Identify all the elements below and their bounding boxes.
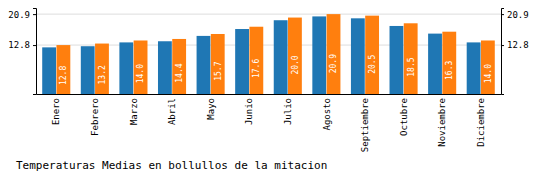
y-tick-label: 20.9 — [8, 9, 30, 19]
data-label: 14.0 — [136, 64, 145, 83]
y-right-tick-mark — [501, 14, 504, 15]
bar — [327, 14, 341, 94]
bar-series — [56, 14, 494, 94]
y-tick: 20.9 — [8, 9, 36, 19]
bar — [197, 36, 211, 94]
x-tick: Marzo — [129, 94, 139, 125]
x-tick: Enero — [51, 94, 61, 125]
data-label: 15.7 — [214, 61, 223, 80]
y-axis-right: 12.8 20.9 — [501, 9, 529, 95]
x-tick-label: Noviembre — [437, 98, 447, 147]
x-tick: Septiembre — [360, 94, 370, 152]
bar — [288, 18, 302, 94]
x-tick-label: Junio — [244, 98, 254, 125]
bar — [119, 42, 133, 94]
bar — [211, 34, 225, 94]
bar — [158, 41, 172, 94]
x-tick-label: Octubre — [399, 98, 409, 136]
data-label: 20.5 — [368, 54, 377, 73]
y-tick-mark — [33, 14, 36, 15]
data-labels: 12.8 13.2 14.0 14.4 15.7 17.6 20.0 20.9 20.5 18.5… — [59, 54, 492, 85]
bar — [81, 46, 95, 94]
y-axis-line — [33, 9, 37, 95]
y-tick: 12.8 — [8, 40, 36, 50]
y-axis: 12.8 20.9 — [8, 9, 36, 95]
x-tick-label: Septiembre — [360, 98, 370, 152]
x-axis-line — [37, 94, 502, 95]
bar — [390, 26, 404, 94]
bar — [235, 29, 249, 94]
bar — [467, 42, 481, 94]
data-label: 20.0 — [291, 55, 300, 74]
data-label: 20.9 — [329, 54, 338, 73]
x-tick-label: Julio — [283, 98, 293, 125]
bar — [95, 44, 109, 94]
x-tick: Abril — [167, 94, 177, 125]
y-right-tick-mark — [501, 45, 504, 46]
x-tick: Diciembre — [476, 94, 486, 147]
x-tick-label: Diciembre — [476, 98, 486, 147]
plot-area — [42, 14, 495, 94]
x-tick-label: Enero — [51, 98, 61, 125]
data-label: 12.8 — [59, 66, 68, 85]
bar — [274, 20, 288, 94]
data-label: 14.0 — [484, 64, 493, 83]
bar — [351, 18, 365, 94]
x-tick: Junio — [244, 94, 254, 125]
bar-series — [42, 16, 480, 94]
bar — [172, 39, 186, 94]
x-tick-label: Febrero — [90, 98, 100, 136]
y-tick-label: 12.8 — [8, 40, 30, 50]
data-label: 16.3 — [445, 61, 454, 80]
chart: 12.8 13.2 14.0 14.4 15.7 17.6 20.0 20.9 20.5 18.5… — [0, 0, 537, 174]
y-right-tick-label: 20.9 — [507, 9, 529, 19]
y-right-tick: 20.9 — [501, 9, 529, 19]
grid-line — [36, 14, 501, 15]
bar — [312, 16, 326, 94]
x-tick: Octubre — [399, 94, 409, 136]
x-tick-label: Abril — [167, 98, 177, 125]
x-tick: Febrero — [90, 94, 100, 136]
y-right-axis-line — [502, 9, 505, 95]
bar — [249, 27, 263, 94]
bar — [42, 47, 56, 94]
data-label: 14.4 — [175, 63, 184, 82]
x-tick: Agosto — [322, 94, 332, 131]
bar — [481, 40, 495, 94]
x-axis: Enero Febrero Marzo Abril Mayo Junio Julio Agos… — [37, 94, 502, 152]
x-tick-label: Agosto — [322, 98, 332, 131]
data-label: 18.5 — [406, 57, 415, 76]
x-tick: Julio — [283, 94, 293, 125]
bar — [404, 23, 418, 94]
x-tick-label: Mayo — [206, 98, 216, 120]
bar — [56, 45, 70, 94]
bar — [134, 40, 148, 94]
data-label: 13.2 — [98, 65, 107, 84]
title: Temperaturas Medias en bollullos de la m… — [16, 159, 327, 172]
y-right-tick: 12.8 — [501, 40, 529, 50]
x-tick: Noviembre — [437, 94, 447, 147]
bar — [428, 34, 442, 94]
bar — [442, 32, 456, 94]
x-tick-label: Marzo — [129, 98, 139, 125]
y-tick-mark — [33, 45, 36, 46]
data-label: 17.6 — [252, 59, 261, 78]
bar — [365, 16, 379, 94]
y-right-tick-label: 12.8 — [507, 40, 529, 50]
x-tick: Mayo — [206, 94, 216, 120]
